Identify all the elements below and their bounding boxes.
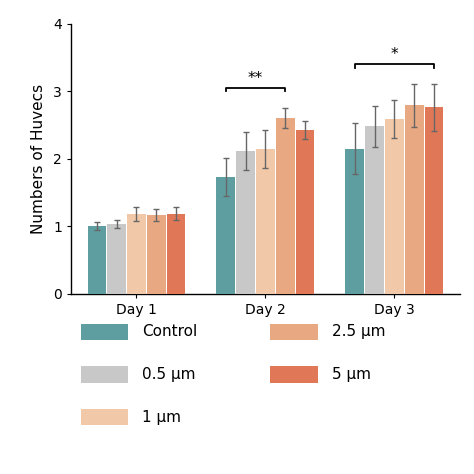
Bar: [296, 130, 314, 294]
Text: 5 μm: 5 μm: [332, 367, 371, 382]
Bar: [425, 108, 443, 294]
Bar: [127, 214, 146, 294]
Bar: [147, 215, 165, 294]
Text: Control: Control: [142, 324, 198, 339]
Text: 1 μm: 1 μm: [142, 410, 181, 425]
Y-axis label: Numbers of Huvecs: Numbers of Huvecs: [31, 84, 46, 234]
Bar: [256, 149, 275, 294]
Bar: [167, 213, 185, 294]
Bar: [88, 227, 106, 294]
Text: **: **: [248, 71, 263, 86]
Bar: [365, 127, 384, 294]
Text: 2.5 μm: 2.5 μm: [332, 324, 385, 339]
Text: 0.5 μm: 0.5 μm: [142, 367, 196, 382]
Text: *: *: [391, 47, 398, 62]
Bar: [276, 118, 295, 294]
Bar: [236, 151, 255, 294]
Bar: [217, 177, 235, 294]
Bar: [405, 105, 424, 294]
Bar: [385, 119, 404, 294]
Bar: [107, 224, 126, 294]
Bar: [346, 149, 364, 294]
